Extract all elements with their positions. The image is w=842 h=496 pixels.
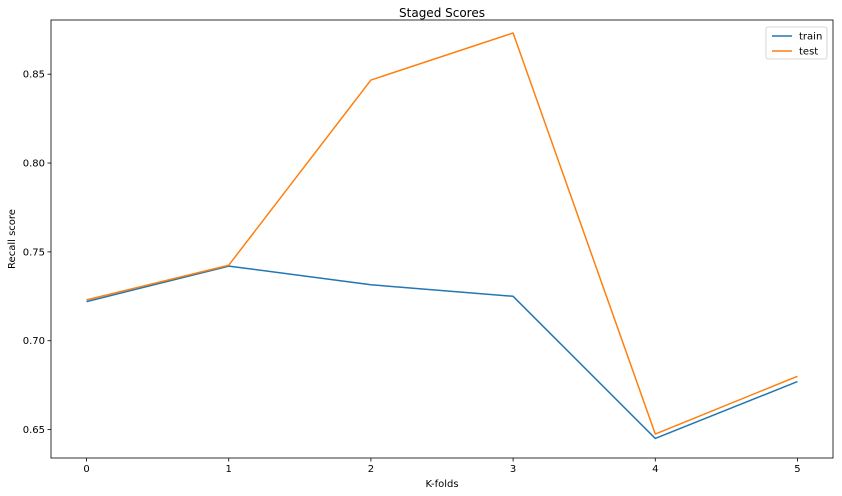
x-tick-label: 4 bbox=[652, 464, 658, 475]
x-axis: 0 1 2 3 4 5 bbox=[83, 458, 801, 475]
x-tick-label: 2 bbox=[368, 464, 374, 475]
y-axis: 0.65 0.70 0.75 0.80 0.85 bbox=[23, 70, 51, 436]
y-tick-label: 0.75 bbox=[23, 247, 45, 258]
legend: train test bbox=[765, 26, 828, 60]
series-line-test bbox=[86, 32, 798, 435]
y-tick-label: 0.65 bbox=[23, 425, 45, 436]
x-tick-label: 3 bbox=[510, 464, 516, 475]
chart-title: Staged Scores bbox=[399, 6, 485, 20]
legend-label-train: train bbox=[799, 32, 822, 43]
x-tick-label: 5 bbox=[794, 464, 800, 475]
series-line-train bbox=[86, 265, 798, 440]
x-tick-label: 0 bbox=[83, 464, 89, 475]
y-tick-label: 0.85 bbox=[23, 70, 45, 81]
series-lines bbox=[86, 32, 798, 440]
x-axis-label: K-folds bbox=[425, 479, 458, 490]
y-tick-label: 0.70 bbox=[23, 336, 45, 347]
plot-frame bbox=[50, 19, 834, 459]
legend-label-test: test bbox=[799, 47, 818, 58]
y-axis-label: Recall score bbox=[7, 209, 18, 269]
y-tick-label: 0.80 bbox=[23, 159, 45, 170]
x-tick-label: 1 bbox=[226, 464, 232, 475]
